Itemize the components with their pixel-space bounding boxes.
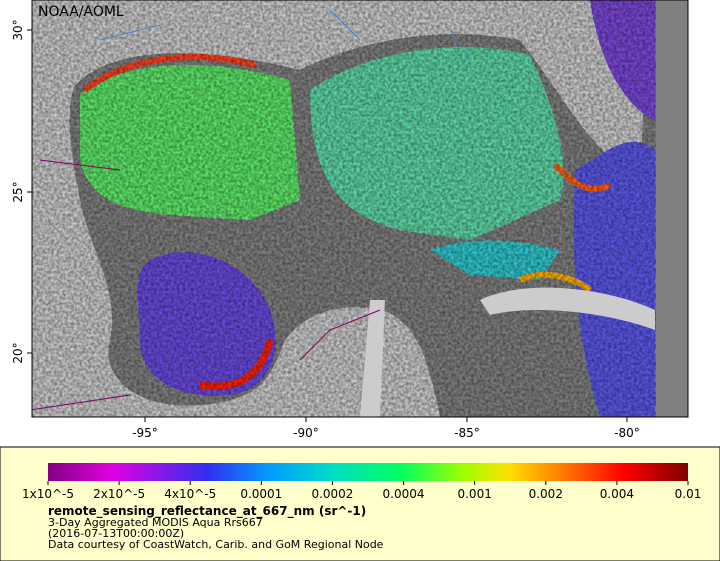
borders <box>32 159 381 411</box>
colorbar <box>48 463 688 481</box>
legend-line: (2016-07-13T00:00:00Z) <box>48 527 184 540</box>
legend-line: Data courtesy of CoastWatch, Carib. and … <box>48 538 384 551</box>
lon-label: -85° <box>454 426 480 440</box>
map-frame <box>31 0 689 418</box>
map-label: NOAA/AOML <box>38 4 124 20</box>
texture <box>32 0 688 417</box>
map <box>32 0 688 417</box>
colorbar-label: 0.002 <box>529 487 563 501</box>
lon-label: -80° <box>614 426 640 440</box>
east-ocean <box>656 0 688 417</box>
colorbar-label: 0.0002 <box>311 487 353 501</box>
colorbar-label: 0.0004 <box>383 487 425 501</box>
colorbar-label: 1x10^-5 <box>22 487 74 501</box>
colorbar-label: 2x10^-5 <box>93 487 145 501</box>
lat-label: 30° <box>11 19 25 40</box>
colorbar-label: 0.004 <box>600 487 634 501</box>
yucatan <box>360 300 385 417</box>
colorbar-label: 0.0001 <box>240 487 282 501</box>
colorbar-ticks: 1x10^-5 2x10^-5 4x10^-5 0.0001 0.0002 0.0004 0… <box>22 481 701 501</box>
rivers <box>99 9 471 61</box>
lat-label: 25° <box>11 181 25 202</box>
lon-label: -90° <box>293 426 319 440</box>
colorbar-label: 0.01 <box>675 487 702 501</box>
colorbar-label: 4x10^-5 <box>164 487 216 501</box>
legend-line: 3-Day Aggregated MODIS Aqua Rrs667 <box>48 516 263 529</box>
legend-title: remote_sensing_reflectance_at_667_nm (sr… <box>48 504 366 519</box>
lat-label: 20° <box>11 342 25 363</box>
cuba <box>480 287 655 330</box>
axis-ticks: -95° -90° -85° -80° 30° 25° 20° <box>11 19 640 440</box>
lon-label: -95° <box>132 426 158 440</box>
colorbar-label: 0.001 <box>457 487 491 501</box>
